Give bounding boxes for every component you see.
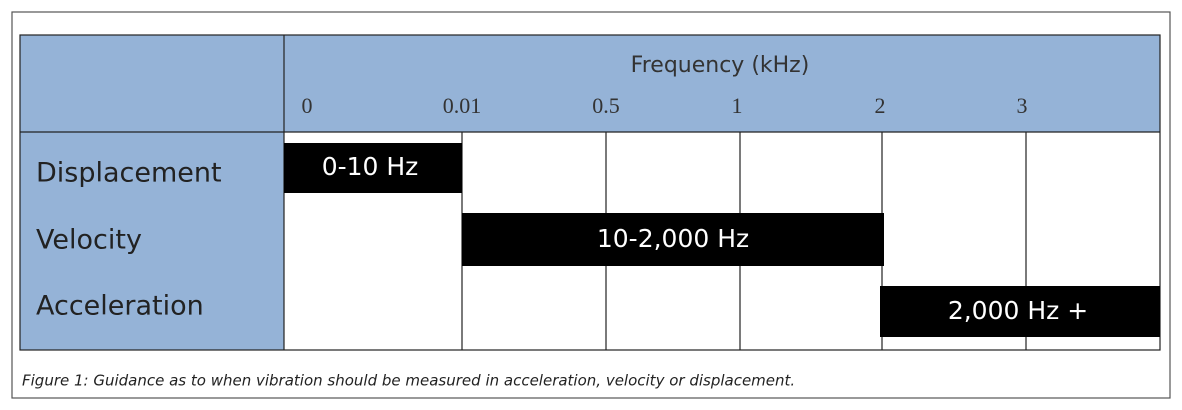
tick-label: 0.01 bbox=[443, 93, 482, 118]
range-bar bbox=[880, 286, 1160, 337]
table-border bbox=[19, 34, 1161, 351]
range-bar bbox=[462, 213, 884, 266]
row-label: Acceleration bbox=[36, 291, 204, 322]
label-column bbox=[20, 132, 284, 350]
header-title: Frequency (kHz) bbox=[631, 53, 810, 78]
bar-label: 2,000 Hz + bbox=[948, 296, 1088, 325]
tick-label: 1 bbox=[732, 93, 743, 118]
tick-label: 0 bbox=[302, 93, 313, 118]
row-label: Velocity bbox=[36, 225, 142, 256]
tick-label: 0.5 bbox=[592, 93, 620, 118]
bar-label: 0-10 Hz bbox=[322, 152, 419, 181]
tick-label: 2 bbox=[875, 93, 886, 118]
caption: Figure 1: Guidance as to when vibration … bbox=[22, 372, 795, 390]
tick-label: 3 bbox=[1017, 93, 1028, 118]
bar-label: 10-2,000 Hz bbox=[597, 224, 749, 253]
range-bar bbox=[284, 143, 462, 193]
header-band bbox=[20, 35, 1160, 132]
row-label: Displacement bbox=[36, 158, 222, 189]
